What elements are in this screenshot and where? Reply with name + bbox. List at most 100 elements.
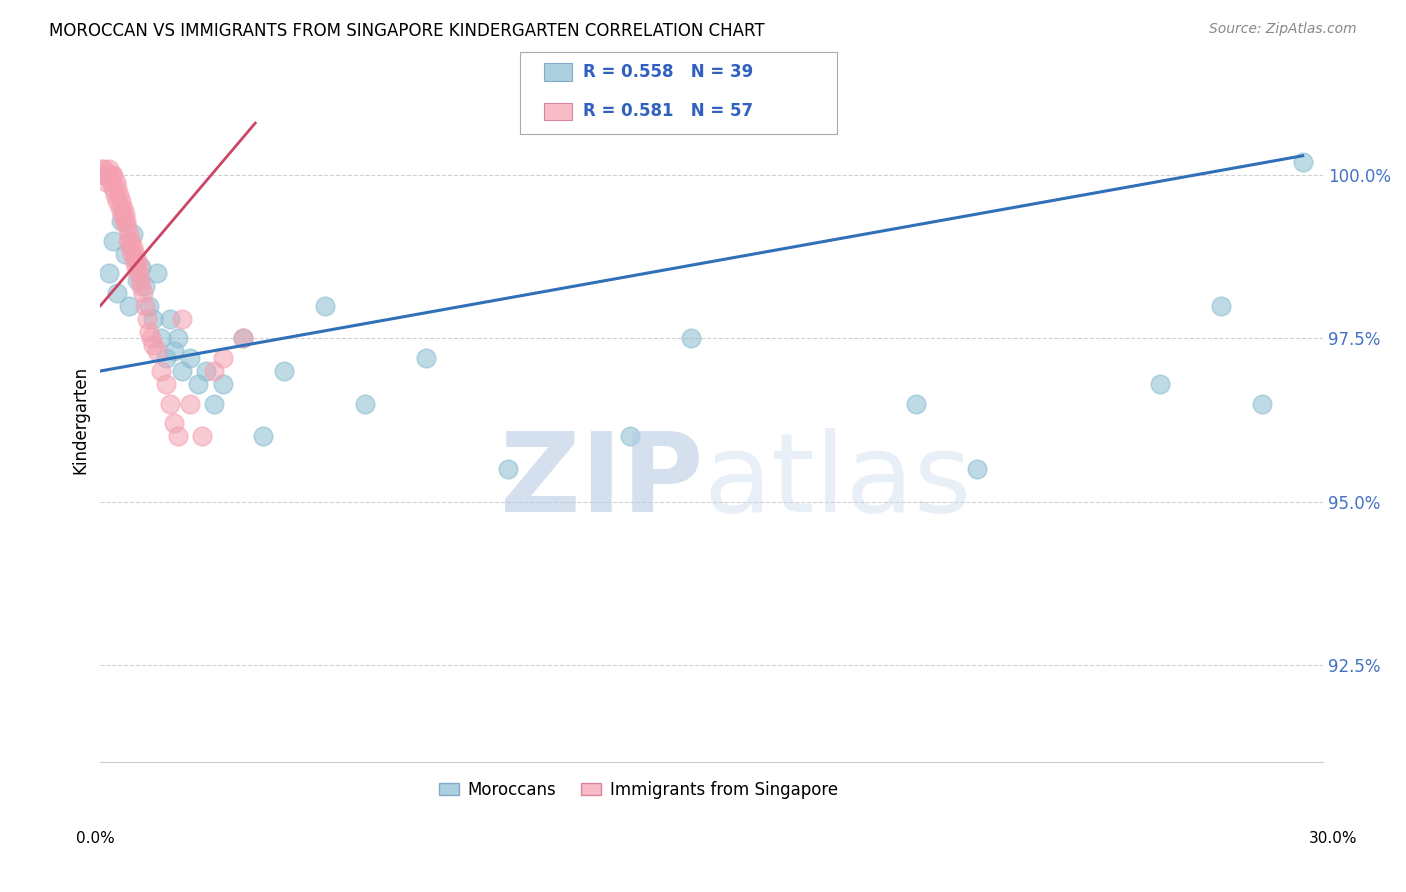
Text: R = 0.558   N = 39: R = 0.558 N = 39 (583, 63, 754, 81)
Point (100, 175, 122, 189)
Point (112, 214, 135, 228)
Point (170, 311, 193, 326)
Point (166, 331, 188, 345)
Point (166, 429, 188, 443)
Point (191, 429, 214, 443)
Point (138, 299, 160, 313)
Point (195, 364, 218, 378)
Point (110, 194, 132, 209)
Point (129, 279, 152, 293)
Point (124, 246, 146, 260)
Point (163, 344, 186, 359)
Point (97, 169, 120, 183)
Point (150, 364, 173, 378)
Text: MOROCCAN VS IMMIGRANTS FROM SINGAPORE KINDERGARTEN CORRELATION CHART: MOROCCAN VS IMMIGRANTS FROM SINGAPORE KI… (49, 22, 765, 40)
Point (107, 194, 129, 209)
Point (100, 169, 122, 183)
Point (118, 240, 141, 254)
Point (125, 253, 148, 268)
Point (121, 246, 143, 260)
Point (159, 311, 181, 326)
Point (110, 207, 132, 221)
Point (122, 253, 145, 268)
Point (1149, 377, 1171, 392)
Point (114, 207, 136, 221)
Point (134, 279, 156, 293)
Point (496, 462, 519, 476)
Point (96, 175, 118, 189)
Point (904, 397, 927, 411)
Point (93, 161, 115, 176)
Point (117, 234, 139, 248)
Point (114, 246, 136, 260)
Y-axis label: Kindergarten: Kindergarten (72, 366, 89, 474)
Point (187, 377, 209, 392)
Text: 0.0%: 0.0% (76, 831, 115, 846)
Point (118, 299, 141, 313)
Point (111, 201, 134, 215)
Point (94, 169, 117, 183)
Point (966, 462, 988, 476)
Point (211, 377, 233, 392)
Point (204, 397, 226, 411)
Point (1292, 155, 1315, 169)
Point (136, 311, 159, 326)
Point (98, 169, 121, 183)
Point (142, 338, 165, 352)
Point (132, 285, 155, 300)
Point (97, 161, 120, 176)
Point (232, 331, 254, 345)
Point (125, 260, 148, 274)
Point (252, 429, 274, 443)
Point (105, 181, 128, 195)
Text: ZIP: ZIP (499, 428, 703, 535)
Point (155, 351, 177, 365)
Point (146, 344, 169, 359)
Point (115, 220, 138, 235)
Point (108, 201, 131, 215)
Point (415, 351, 437, 365)
Point (129, 260, 152, 274)
Point (120, 234, 142, 248)
Text: atlas: atlas (703, 428, 972, 535)
Point (114, 214, 136, 228)
Point (103, 169, 125, 183)
Point (179, 397, 201, 411)
Point (204, 364, 226, 378)
Point (138, 325, 160, 339)
Point (91, 161, 114, 176)
Point (211, 351, 233, 365)
Point (159, 397, 181, 411)
Point (129, 273, 152, 287)
Point (179, 351, 201, 365)
Point (101, 181, 124, 195)
Point (619, 429, 641, 443)
Point (163, 416, 186, 430)
Point (681, 331, 703, 345)
Text: Source: ZipAtlas.com: Source: ZipAtlas.com (1209, 22, 1357, 37)
Point (101, 234, 124, 248)
Point (122, 240, 145, 254)
Point (122, 227, 145, 241)
Point (142, 311, 165, 326)
Point (1251, 397, 1274, 411)
Legend: Moroccans, Immigrants from Singapore: Moroccans, Immigrants from Singapore (433, 774, 845, 805)
Point (107, 187, 129, 202)
Point (354, 397, 377, 411)
Point (232, 331, 254, 345)
Point (128, 260, 150, 274)
Point (141, 331, 163, 345)
Point (150, 331, 173, 345)
Text: R = 0.581   N = 57: R = 0.581 N = 57 (583, 103, 754, 120)
Point (134, 299, 156, 313)
Point (97, 266, 120, 280)
Point (93, 169, 115, 183)
Text: 30.0%: 30.0% (1309, 831, 1357, 846)
Point (118, 227, 141, 241)
Point (105, 285, 128, 300)
Point (170, 364, 193, 378)
Point (104, 175, 127, 189)
Point (273, 364, 295, 378)
Point (110, 214, 132, 228)
Point (104, 187, 127, 202)
